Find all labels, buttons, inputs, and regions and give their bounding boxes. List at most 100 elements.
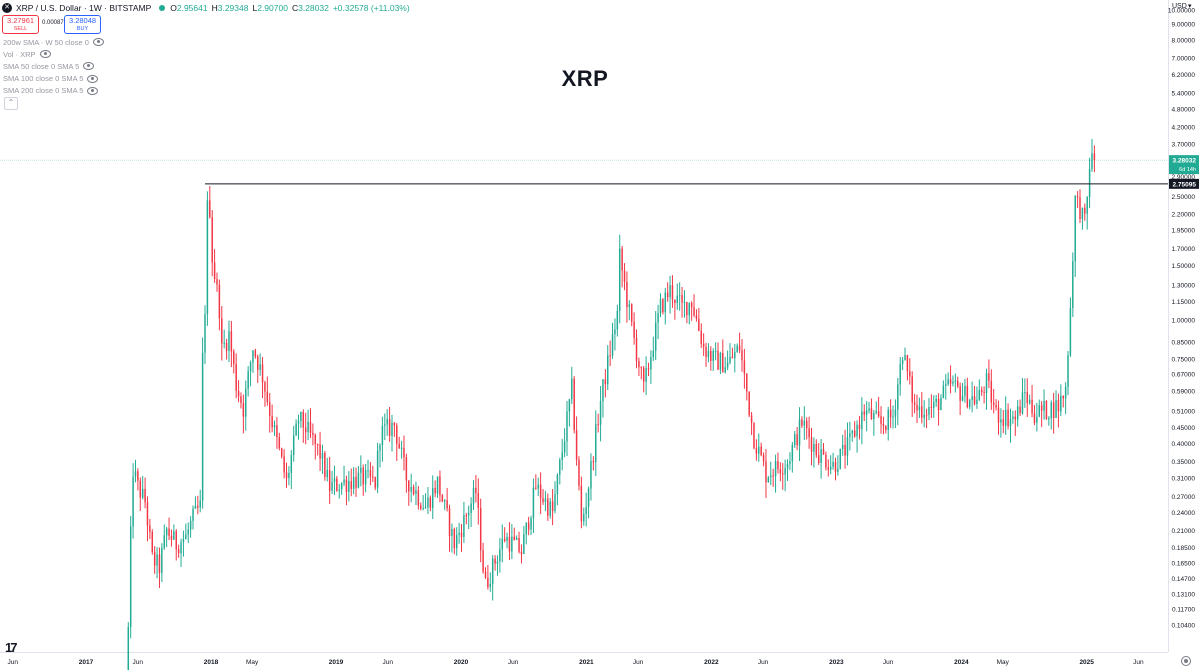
candle-body: [770, 475, 772, 478]
candle-body: [410, 487, 412, 492]
indicator-item[interactable]: SMA 100 close 0 SMA 5: [3, 73, 104, 85]
candle-body: [633, 321, 635, 338]
candle-body: [163, 535, 165, 549]
candle-body: [645, 368, 647, 382]
indicator-item[interactable]: SMA 200 close 0 SMA 5: [3, 85, 104, 97]
y-tick-label: 1.95000: [1172, 228, 1196, 235]
eye-icon[interactable]: [39, 50, 51, 59]
candle-body: [858, 424, 861, 430]
candle-body: [297, 421, 300, 424]
candle-body: [825, 454, 827, 468]
candle-body: [712, 350, 714, 361]
candle-body: [580, 485, 583, 522]
candle-body: [393, 422, 396, 426]
indicator-item[interactable]: Vol · XRP: [3, 48, 104, 60]
candle-body: [885, 425, 887, 430]
candle-body: [427, 497, 429, 508]
candle-body: [913, 402, 916, 405]
settings-icon[interactable]: [1181, 656, 1191, 666]
candle-body: [233, 351, 235, 364]
candle-body: [372, 476, 374, 478]
eye-icon[interactable]: [87, 74, 99, 83]
tradingview-logo[interactable]: 17: [5, 640, 18, 655]
currency-selector[interactable]: USD: [1172, 3, 1187, 10]
candle-body: [199, 500, 201, 508]
candle-body: [398, 443, 400, 449]
candle-body: [319, 444, 321, 459]
candle-body: [1026, 392, 1029, 404]
candle-body: [161, 548, 163, 574]
eye-icon[interactable]: [83, 62, 95, 71]
candle-body: [844, 444, 846, 456]
candle-body: [213, 262, 216, 279]
candle-body: [798, 419, 801, 446]
collapse-legend-button[interactable]: ⌃: [4, 97, 18, 110]
candle-body: [966, 385, 969, 408]
candle-body: [158, 554, 161, 574]
candle-body: [659, 299, 662, 314]
buy-button[interactable]: 3.28048 BUY: [64, 15, 101, 34]
market-status-dot: [159, 5, 166, 11]
indicator-item[interactable]: SMA 50 close 0 SMA 5: [3, 60, 104, 72]
chevron-down-icon[interactable]: ▾: [1188, 3, 1192, 10]
y-tick-label: 1.00000: [1172, 318, 1196, 325]
candle-body: [501, 538, 504, 550]
candle-body: [408, 480, 410, 492]
candle-body: [532, 487, 535, 518]
candle-body: [278, 437, 281, 449]
candle-body: [527, 522, 530, 530]
y-tick-label: 0.40000: [1172, 441, 1196, 448]
candle-body: [741, 350, 743, 361]
x-tick-label: 2024: [954, 659, 969, 666]
y-tick-label: 0.31000: [1172, 475, 1196, 482]
candle-body: [149, 525, 151, 532]
candle-body: [206, 200, 209, 315]
candle-body: [340, 483, 343, 490]
candle-body: [686, 301, 688, 316]
y-tick-label: 0.67000: [1172, 372, 1196, 379]
candle-body: [930, 407, 933, 409]
candle-body: [1045, 401, 1048, 419]
candle-body: [441, 495, 444, 502]
candle-body: [1069, 308, 1072, 356]
candle-body: [141, 488, 144, 498]
eye-icon[interactable]: [87, 86, 99, 95]
candle-body: [259, 364, 261, 370]
y-tick-label: 0.59000: [1172, 389, 1196, 396]
y-tick-label: 0.35000: [1172, 459, 1196, 466]
indicator-item[interactable]: 200w SMA · W 50 close 0: [3, 36, 104, 48]
candle-body: [758, 446, 760, 454]
candle-body: [650, 357, 652, 370]
candle-body: [805, 420, 808, 429]
candle-body: [405, 457, 408, 481]
candle-body: [144, 488, 146, 503]
candle-body: [738, 345, 741, 351]
sell-price: 3.27961: [6, 16, 35, 25]
symbol-title[interactable]: XRP / U.S. Dollar · 1W · BITSTAMP: [16, 3, 152, 13]
current-price-tag: [1169, 155, 1199, 175]
candle-body: [880, 416, 882, 424]
y-tick-label: 10.00000: [1168, 8, 1195, 15]
y-tick-label: 8.00000: [1172, 38, 1196, 45]
candle-body: [681, 295, 683, 303]
eye-icon[interactable]: [92, 38, 104, 47]
candle-body: [901, 360, 904, 364]
xrp-logo-icon: ✕: [2, 3, 12, 13]
candle-body: [513, 536, 515, 540]
candle-body: [707, 350, 710, 358]
sell-button[interactable]: 3.27961 SELL: [2, 15, 39, 34]
candle-body: [846, 437, 849, 456]
candle-body: [698, 318, 700, 331]
candle-body: [640, 367, 643, 369]
candle-body: [664, 292, 667, 313]
candle-body: [1014, 416, 1017, 420]
candle-body: [873, 413, 875, 420]
candle-body: [702, 343, 705, 347]
candle-body: [369, 470, 372, 477]
candle-body: [463, 515, 465, 537]
candle-body: [146, 502, 149, 526]
candle-body: [189, 520, 192, 530]
candle-body: [714, 350, 717, 352]
candle-body: [367, 470, 369, 472]
